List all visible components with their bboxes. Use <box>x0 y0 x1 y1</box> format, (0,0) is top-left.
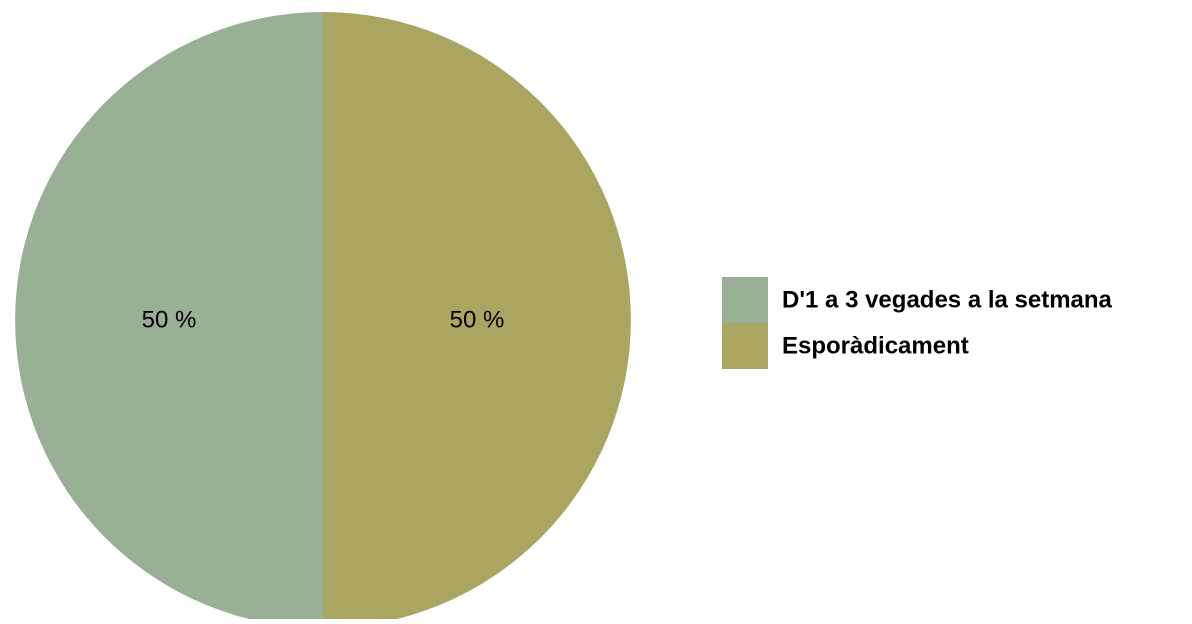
pie-slices <box>15 12 631 624</box>
legend-swatch-2 <box>722 323 768 369</box>
legend-swatch-1 <box>722 277 768 323</box>
pie-slice-2 <box>323 12 631 624</box>
pie-data-labels: 50 % 50 % <box>142 307 505 334</box>
slice-data-label-2: 50 % <box>450 307 505 334</box>
legend-label-1: D'1 a 3 vegades a la setmana <box>782 287 1113 314</box>
slice-data-label-1: 50 % <box>142 307 197 334</box>
legend: D'1 a 3 vegades a la setmana Esporàdicame… <box>722 277 1113 369</box>
pie-slice-1 <box>15 12 323 624</box>
legend-label-2: Esporàdicament <box>782 333 969 360</box>
